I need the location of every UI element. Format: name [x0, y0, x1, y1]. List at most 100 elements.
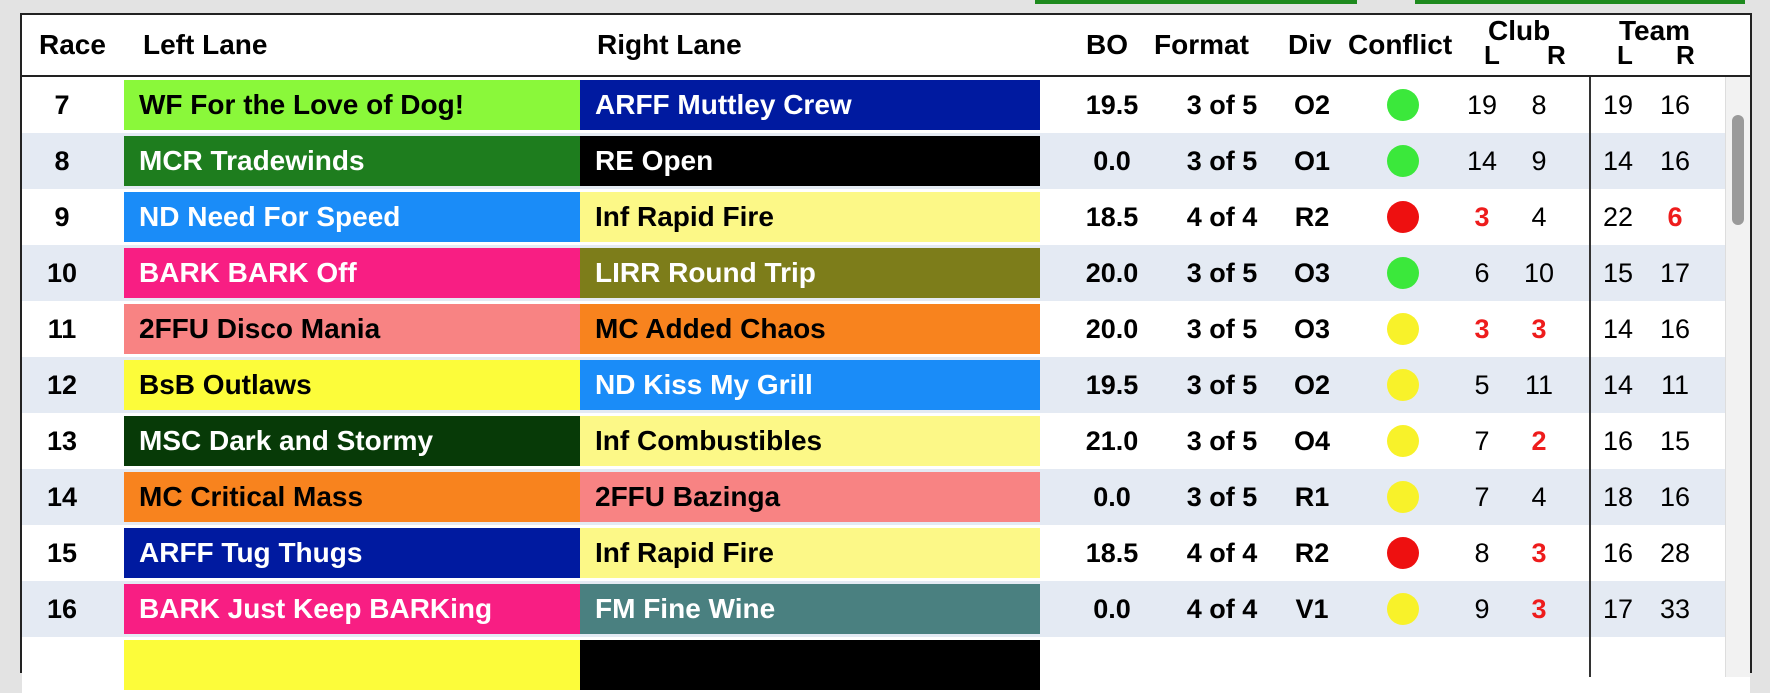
conflict-indicator-icon — [1387, 425, 1419, 457]
club-left-count: 14 — [1466, 146, 1498, 176]
division — [1272, 637, 1352, 693]
left-lane-team[interactable]: BsB Outlaws — [124, 360, 580, 410]
right-lane-team[interactable]: Inf Rapid Fire — [580, 528, 1040, 578]
left-lane-team[interactable]: 2FFU Disco Mania — [124, 304, 580, 354]
header-left-lane[interactable]: Left Lane — [143, 29, 268, 60]
table-row[interactable]: 14 MC Critical Mass 2FFU Bazinga 0.0 3 of 5 R… — [22, 469, 1750, 525]
division: O2 — [1293, 90, 1331, 120]
team-left-count: 16 — [1602, 538, 1634, 568]
team-right-count: 17 — [1659, 258, 1691, 288]
team-right-count: 11 — [1660, 370, 1690, 400]
team-left-count: 16 — [1602, 426, 1634, 456]
top-tab-bar-1[interactable] — [1035, 0, 1357, 4]
right-lane-team[interactable]: ND Kiss My Grill — [580, 360, 1040, 410]
race-number: 8 — [54, 146, 70, 176]
right-lane-team[interactable] — [580, 640, 1040, 690]
club-left-count: 7 — [1474, 426, 1490, 456]
header-right-lane[interactable]: Right Lane — [597, 29, 742, 60]
division: O2 — [1293, 370, 1331, 400]
header-team-l: L — [1617, 40, 1633, 70]
race-format: 3 of 5 — [1186, 370, 1258, 400]
club-left-count: 9 — [1474, 594, 1490, 624]
team-left-count: 18 — [1602, 482, 1634, 512]
race-number: 12 — [46, 370, 78, 400]
header-format[interactable]: Format — [1154, 29, 1249, 60]
club-left-count: 6 — [1474, 258, 1490, 288]
breakout-time: 0.0 — [1093, 482, 1131, 512]
header-team[interactable]: Team — [1619, 15, 1691, 46]
table-row[interactable]: 7 WF For the Love of Dog! ARFF Muttley Cre… — [22, 77, 1750, 133]
race-number: 14 — [46, 482, 78, 512]
header-conflict[interactable]: Conflict — [1348, 29, 1453, 60]
header-div[interactable]: Div — [1288, 29, 1332, 60]
club-right-count: 4 — [1531, 482, 1547, 512]
header-race[interactable]: Race — [39, 29, 106, 60]
header-club-l: L — [1484, 40, 1500, 70]
left-lane-team[interactable]: BARK BARK Off — [124, 248, 580, 298]
race-number: 9 — [54, 202, 70, 232]
left-lane-team[interactable] — [124, 640, 580, 690]
table-row[interactable]: 15 ARFF Tug Thugs Inf Rapid Fire 18.5 4 of 4… — [22, 525, 1750, 581]
club-team-divider — [1589, 77, 1591, 677]
right-lane-team[interactable]: ARFF Muttley Crew — [580, 80, 1040, 130]
table-row[interactable]: 13 MSC Dark and Stormy Inf Combustibles 21.… — [22, 413, 1750, 469]
race-number: 11 — [47, 314, 77, 344]
vertical-scrollbar[interactable] — [1725, 77, 1750, 677]
table-row[interactable]: 10 BARK BARK Off LIRR Round Trip 20.0 3 of 5… — [22, 245, 1750, 301]
team-left-count: 22 — [1602, 202, 1634, 232]
table-header: Race Left Lane Right Lane BO Format Div … — [22, 15, 1750, 77]
table-row[interactable]: 12 BsB Outlaws ND Kiss My Grill 19.5 3 of 5 O… — [22, 357, 1750, 413]
left-lane-team[interactable]: WF For the Love of Dog! — [124, 80, 580, 130]
club-right-count: 4 — [1531, 202, 1547, 232]
team-right-count: 33 — [1659, 594, 1691, 624]
club-right-count: 9 — [1531, 146, 1547, 176]
right-lane-team[interactable]: MC Added Chaos — [580, 304, 1040, 354]
table-row[interactable]: 16 BARK Just Keep BARKing FM Fine Wine 0.0 4… — [22, 581, 1750, 637]
conflict-indicator-icon — [1387, 481, 1419, 513]
top-tab-bar-2[interactable] — [1415, 0, 1745, 4]
club-left-count: 7 — [1474, 482, 1490, 512]
breakout-time: 19.5 — [1085, 370, 1139, 400]
breakout-time: 0.0 — [1093, 594, 1131, 624]
team-left-count: 19 — [1602, 90, 1634, 120]
team-right-count: 16 — [1659, 314, 1691, 344]
race-schedule-table: Race Left Lane Right Lane BO Format Div … — [20, 13, 1752, 693]
breakout-time: 18.5 — [1085, 538, 1139, 568]
header-bo[interactable]: BO — [1086, 29, 1128, 60]
right-lane-team[interactable]: 2FFU Bazinga — [580, 472, 1040, 522]
scrollbar-thumb[interactable] — [1732, 115, 1744, 225]
club-right-count: 3 — [1531, 538, 1547, 568]
left-lane-team[interactable]: ND Need For Speed — [124, 192, 580, 242]
right-lane-team[interactable]: LIRR Round Trip — [580, 248, 1040, 298]
right-lane-team[interactable]: Inf Combustibles — [580, 416, 1040, 466]
team-right-count — [1645, 637, 1705, 693]
left-lane-team[interactable]: MCR Tradewinds — [124, 136, 580, 186]
breakout-time: 20.0 — [1085, 258, 1139, 288]
club-left-count: 3 — [1474, 202, 1490, 232]
left-lane-team[interactable]: MSC Dark and Stormy — [124, 416, 580, 466]
race-number: 16 — [46, 594, 78, 624]
left-lane-team[interactable]: MC Critical Mass — [124, 472, 580, 522]
table-row[interactable]: 11 2FFU Disco Mania MC Added Chaos 20.0 3 of… — [22, 301, 1750, 357]
table-row[interactable] — [22, 637, 1750, 693]
right-lane-team[interactable]: FM Fine Wine — [580, 584, 1040, 634]
race-format: 3 of 5 — [1186, 90, 1258, 120]
breakout-time: 19.5 — [1085, 90, 1139, 120]
team-right-count: 6 — [1667, 202, 1683, 232]
team-left-count: 14 — [1602, 146, 1634, 176]
table-row[interactable]: 9 ND Need For Speed Inf Rapid Fire 18.5 4 of… — [22, 189, 1750, 245]
division: O3 — [1293, 314, 1331, 344]
right-lane-team[interactable]: Inf Rapid Fire — [580, 192, 1040, 242]
right-lane-team[interactable]: RE Open — [580, 136, 1040, 186]
conflict-indicator-icon — [1387, 313, 1419, 345]
header-club[interactable]: Club — [1488, 15, 1551, 46]
division: O4 — [1293, 426, 1331, 456]
left-lane-team[interactable]: ARFF Tug Thugs — [124, 528, 580, 578]
club-left-count: 19 — [1466, 90, 1498, 120]
left-lane-team[interactable]: BARK Just Keep BARKing — [124, 584, 580, 634]
conflict-indicator-icon — [1387, 537, 1419, 569]
breakout-time: 0.0 — [1093, 146, 1131, 176]
breakout-time: 20.0 — [1085, 314, 1139, 344]
division: R2 — [1294, 538, 1330, 568]
table-row[interactable]: 8 MCR Tradewinds RE Open 0.0 3 of 5 O1 14 9 14 16 — [22, 133, 1750, 189]
